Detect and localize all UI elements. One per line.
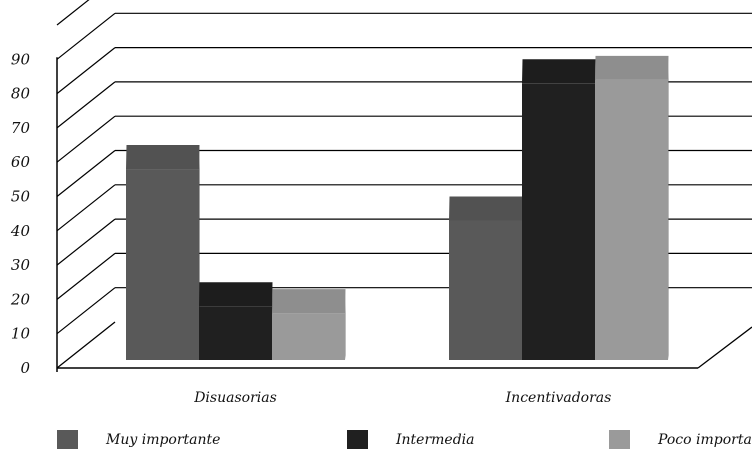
legend-label: Poco importante bbox=[657, 432, 752, 448]
bar-top bbox=[199, 282, 273, 307]
gridline-side bbox=[56, 81, 116, 129]
bar-top bbox=[272, 289, 346, 314]
gridline-side bbox=[56, 115, 116, 163]
y-tick-label: 50 bbox=[11, 188, 31, 206]
y-tick-label: 10 bbox=[11, 325, 31, 343]
gridline-side bbox=[56, 150, 116, 197]
bar bbox=[522, 83, 595, 360]
floor-right-edge bbox=[697, 326, 752, 369]
bar-top bbox=[595, 55, 669, 80]
bar-side bbox=[668, 55, 669, 360]
legend-swatch bbox=[347, 430, 368, 449]
bar-top bbox=[126, 145, 200, 170]
y-tick-label: 40 bbox=[10, 222, 31, 240]
legend-swatch bbox=[57, 430, 78, 449]
gridline-side bbox=[56, 47, 116, 95]
y-tick-label: 70 bbox=[11, 119, 31, 137]
bar-top bbox=[449, 196, 523, 221]
y-tick-label: 80 bbox=[11, 85, 31, 103]
legend-label: Muy importante bbox=[105, 432, 220, 448]
legend-swatch bbox=[609, 430, 630, 449]
bar bbox=[199, 306, 272, 360]
gridline-side bbox=[56, 287, 116, 335]
y-tick-label: 60 bbox=[11, 153, 31, 171]
x-category-label: Disuasorias bbox=[193, 390, 277, 406]
gridline-side bbox=[56, 184, 116, 232]
gridline-side bbox=[56, 0, 90, 26]
legend-label: Intermedia bbox=[395, 432, 475, 448]
bar bbox=[126, 169, 199, 360]
bar bbox=[449, 220, 522, 360]
floor-left-edge bbox=[56, 321, 116, 369]
gridline-side bbox=[56, 218, 116, 266]
gridline-side bbox=[56, 12, 116, 60]
bar bbox=[595, 79, 668, 360]
gridline-side bbox=[56, 252, 116, 300]
x-category-label: Incentivadoras bbox=[505, 390, 612, 406]
y-tick-label: 90 bbox=[11, 50, 31, 68]
bar bbox=[272, 313, 345, 360]
bar-top bbox=[522, 59, 596, 84]
y-tick-label: 0 bbox=[20, 359, 30, 377]
y-tick-label: 20 bbox=[10, 290, 31, 308]
y-tick-label: 30 bbox=[11, 256, 31, 274]
bar-side bbox=[345, 289, 346, 360]
